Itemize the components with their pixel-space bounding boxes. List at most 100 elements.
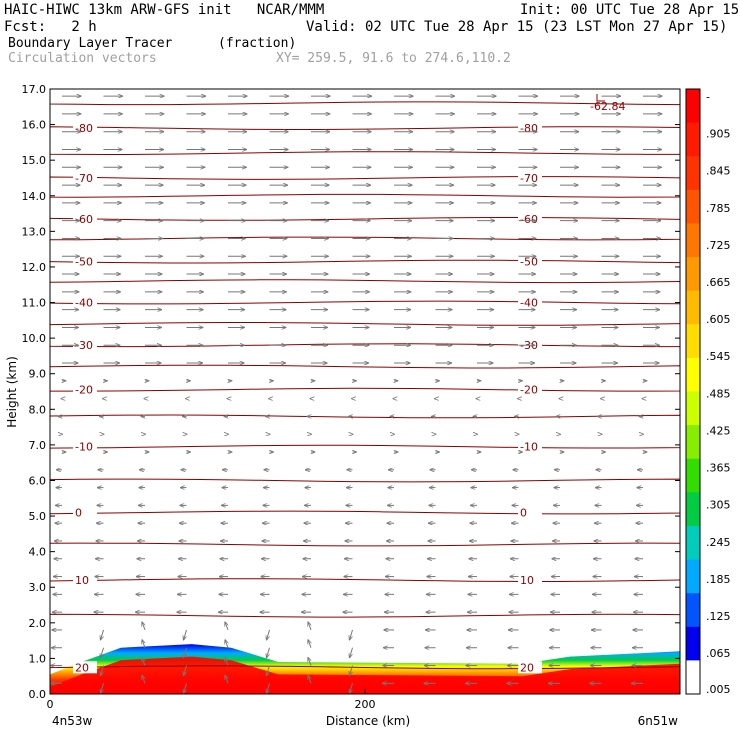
contour-label: -20 [520, 384, 538, 397]
contour-label-bg [518, 506, 542, 519]
colorbar-label: .485 [706, 387, 731, 400]
wind-vector [225, 622, 229, 631]
colorbar-segment [686, 257, 700, 292]
x-right-endpoint: 6n51w [638, 714, 679, 728]
colorbar-label: .005 [706, 683, 731, 696]
contour-label: 20 [520, 661, 534, 674]
contour-label-bg [518, 440, 542, 453]
colorbar-label: .065 [706, 647, 731, 660]
contour-line [49, 665, 681, 670]
contour-line [49, 101, 681, 106]
colorbar-label: - [706, 90, 710, 103]
contour-label: -50 [520, 256, 538, 269]
wind-vector [308, 658, 312, 666]
colorbar-label: .725 [706, 239, 731, 252]
y-tick-label: 1.0 [29, 652, 47, 665]
wind-vector [225, 640, 229, 648]
contour-label: -50 [75, 256, 93, 269]
wind-vector [101, 665, 104, 676]
wind-vector [308, 640, 312, 648]
colorbar-label: .125 [706, 610, 731, 623]
y-tick-label: 2.0 [29, 617, 47, 630]
contour-label: -70 [520, 172, 538, 185]
contour-label-bg [73, 440, 97, 453]
init-time: Init: 00 UTC Tue 28 Apr 15 [520, 2, 740, 18]
contour-label: -10 [75, 441, 93, 454]
contour-line [49, 259, 681, 264]
wind-vector [142, 640, 146, 648]
colorbar-segment [686, 660, 700, 695]
colorbar-segment [686, 492, 700, 527]
colorbar-label: .305 [706, 499, 731, 512]
field-units: (fraction) [218, 36, 297, 51]
contour-label-bg [518, 383, 542, 396]
contour-label: -30 [75, 339, 93, 352]
contour-label: -20 [75, 384, 93, 397]
colorbar-segment [686, 458, 700, 493]
contour-line [49, 193, 681, 198]
colorbar-segment [686, 391, 700, 426]
wind-vector [184, 665, 187, 676]
wind-vector [350, 629, 353, 640]
wind-vector [184, 647, 187, 658]
x-axis-title: Distance (km) [326, 714, 410, 728]
y-tick-label: 11.0 [22, 297, 47, 310]
contour-line [49, 176, 681, 180]
colorbar-frame [685, 88, 701, 695]
y-tick-label: 15.0 [22, 154, 47, 167]
x-tick-label: 0 [47, 698, 54, 711]
contour-label: 0 [75, 507, 82, 520]
model-title: HAIC-HIWC 13km ARW-GFS init NCAR/MMM [4, 2, 325, 18]
colorbar-segment [686, 559, 700, 594]
contour-line [49, 300, 681, 305]
wind-vector [142, 622, 146, 631]
colorbar-segment [686, 324, 700, 359]
colorbar-label: .245 [706, 536, 731, 549]
contour-label-bg [73, 296, 97, 309]
max-value-label: -62.84 [590, 100, 625, 113]
max-marker [596, 94, 605, 102]
contour-label-bg [518, 574, 542, 587]
y-tick-label: 9.0 [29, 368, 47, 381]
contour-line [49, 151, 681, 156]
contour-label-bg [518, 171, 542, 184]
y-tick-label: 3.0 [29, 581, 47, 594]
colorbar: - .905 .845 .785 .725 .665 .605 .545 .485 .425 .36… [685, 88, 731, 696]
contour-label: -80 [75, 122, 93, 135]
xy-label: XY= 259.5, 91.6 to 274.6,110.2 [276, 51, 511, 66]
contour-label: 20 [75, 661, 89, 674]
contour-label: -60 [520, 213, 538, 226]
wind-vector [225, 675, 229, 684]
plot-frame [49, 88, 681, 695]
colorbar-label: .905 [706, 128, 731, 141]
contour-line [49, 279, 681, 284]
contour-label-bg [518, 296, 542, 309]
contour-label: -40 [520, 297, 538, 310]
wind-vector [184, 683, 187, 693]
contour-line [49, 364, 681, 369]
wind-vector [267, 629, 270, 640]
x-left-endpoint: 4n53w [52, 714, 93, 728]
colorbar-segment [686, 122, 700, 157]
forecast-hour: Fcst: 2 h [4, 19, 97, 35]
y-tick-label: 4.0 [29, 546, 47, 559]
contour-label-bg [73, 574, 97, 587]
colorbar-segment [686, 357, 700, 392]
contour-label-bg [518, 661, 542, 674]
wind-vector [142, 658, 146, 666]
wind-vector [101, 683, 104, 693]
y-tick-label: 14.0 [22, 190, 47, 203]
colorbar-segment [686, 89, 700, 124]
y-axis-title: Height (km) [5, 356, 19, 427]
vectors-label: Circulation vectors [8, 51, 157, 66]
contour-line [49, 578, 681, 582]
contour-label: -70 [75, 172, 93, 185]
valid-time: Valid: 02 UTC Tue 28 Apr 15 (23 LST Mon … [306, 19, 728, 35]
y-tick-label: 10.0 [22, 332, 47, 345]
contour-line [49, 444, 681, 449]
colorbar-segment [686, 593, 700, 628]
contour-label-bg [73, 383, 97, 396]
wind-vector [308, 622, 312, 631]
x-tick-label: 200 [355, 698, 376, 711]
